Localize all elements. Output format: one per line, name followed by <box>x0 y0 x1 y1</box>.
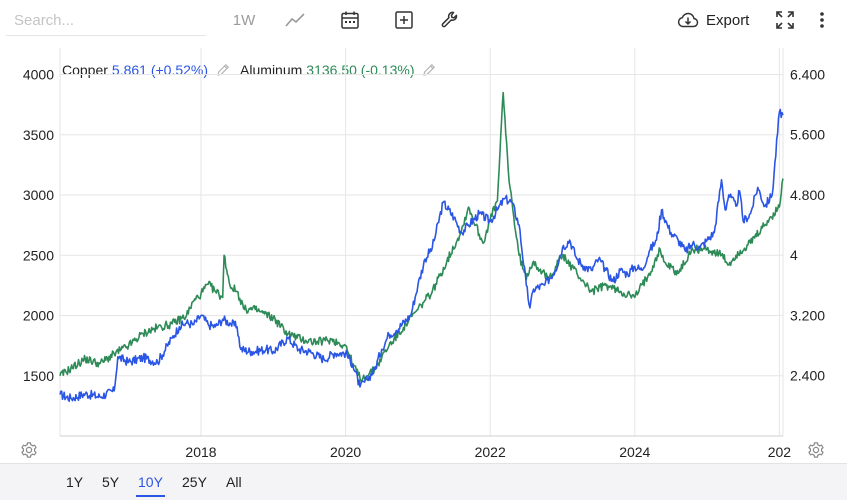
range-button-5y[interactable]: 5Y <box>102 474 120 490</box>
x-tick-label: 2020 <box>330 444 361 460</box>
right-axis-settings-button[interactable] <box>807 441 825 464</box>
export-button[interactable]: Export <box>676 8 749 32</box>
line-chart-icon <box>285 13 305 27</box>
right-tick-label: 4 <box>790 247 798 263</box>
plus-box-icon <box>395 11 413 29</box>
range-button-25y[interactable]: 25Y <box>182 474 207 490</box>
left-tick-label: 4000 <box>23 67 54 83</box>
x-tick-label: 202 <box>768 444 792 460</box>
interval-label: 1W <box>232 11 256 29</box>
export-label: Export <box>706 11 750 29</box>
range-selector: 1Y 5Y 10Y 25Y All <box>0 463 847 500</box>
date-range-button[interactable] <box>338 8 362 32</box>
legend-aluminum-name: Aluminum <box>240 62 303 78</box>
cloud-download-icon <box>677 12 699 28</box>
left-tick-label: 3000 <box>23 187 54 203</box>
right-tick-label: 4.800 <box>790 187 825 203</box>
gear-icon <box>808 442 824 458</box>
range-button-all[interactable]: All <box>226 474 242 490</box>
axes: 1500 2000 2500 3000 3500 4000 2.400 3.200 4 4.800… <box>23 66 825 460</box>
legend-copper-value: 5.861 (+0.52%) <box>111 62 209 78</box>
chart-legend: Copper 5.861 (+0.52%) Aluminum 3136.50 (… <box>62 62 446 78</box>
legend-aluminum-value: 3136.50 (-0.13%) <box>306 62 415 78</box>
right-tick-label: 6.400 <box>790 66 825 82</box>
right-tick-label: 5.600 <box>790 127 825 143</box>
wrench-icon <box>441 11 458 28</box>
series-layer <box>59 91 784 402</box>
calendar-icon <box>341 11 359 29</box>
series-line-aluminum <box>59 91 784 382</box>
left-tick-label: 2000 <box>23 308 54 324</box>
legend-copper-name: Copper <box>62 62 108 78</box>
search-input[interactable] <box>6 6 206 36</box>
add-indicator-button[interactable] <box>392 8 416 32</box>
left-axis-settings-button[interactable] <box>20 441 38 464</box>
series-line-copper <box>59 108 784 402</box>
right-tick-label: 2.400 <box>790 368 825 384</box>
range-button-1y[interactable]: 1Y <box>66 474 84 490</box>
x-tick-label: 2024 <box>619 444 650 460</box>
fullscreen-button[interactable] <box>772 8 798 32</box>
toolbar: 1W Export <box>0 0 847 40</box>
chart-type-button[interactable] <box>282 8 308 32</box>
interval-button[interactable]: 1W <box>230 8 258 32</box>
price-chart[interactable]: 1500 2000 2500 3000 3500 4000 2.400 3.200 4 4.800… <box>0 40 847 463</box>
gear-icon <box>21 442 37 458</box>
left-tick-label: 1500 <box>23 368 54 384</box>
fullscreen-icon <box>776 11 794 29</box>
more-vertical-icon <box>820 12 824 28</box>
right-tick-label: 3.200 <box>790 307 825 323</box>
x-tick-label: 2022 <box>475 444 506 460</box>
more-options-button[interactable] <box>812 8 832 32</box>
left-tick-label: 2500 <box>23 247 54 263</box>
x-tick-label: 2018 <box>185 444 216 460</box>
range-button-10y[interactable]: 10Y <box>136 472 165 497</box>
left-tick-label: 3500 <box>23 127 54 143</box>
settings-tool-button[interactable] <box>438 8 462 32</box>
grid <box>59 48 784 437</box>
